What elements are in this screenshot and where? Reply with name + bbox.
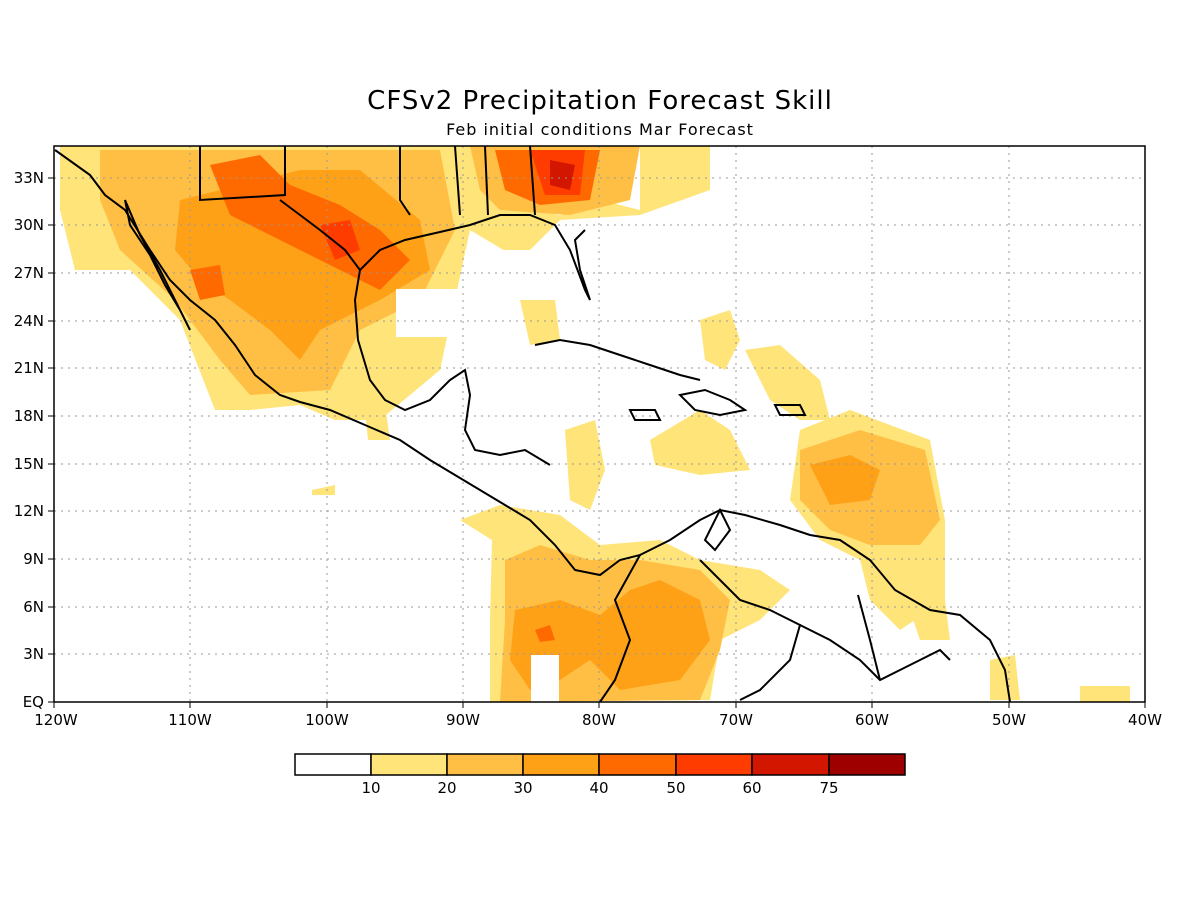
lon-tick-labels: 120W 110W 100W 90W 80W 70W 60W 50W 40W [34,711,1162,729]
lat-tick-label: 33N [14,169,44,187]
lat-tick-label: 18N [14,407,44,425]
lat-tick-label: 9N [23,550,44,568]
colorbar-box-4 [598,753,677,776]
colorbar-label: 40 [589,779,608,797]
map-title: CFSv2 Precipitation Forecast Skill [367,86,833,116]
shade-carib-10d [745,345,830,420]
colorbar-label: 60 [742,779,761,797]
lon-tick-label: 100W [305,711,349,729]
shade-carib-10a [700,310,740,370]
colorbar-box-3 [522,753,600,776]
lat-tick-label: 15N [14,455,44,473]
coastlines [54,146,1011,702]
lat-tick-label: 30N [14,216,44,234]
shade-atl-10d [910,600,950,640]
blank-gulf [396,289,517,337]
lon-tick-label: 80W [582,711,616,729]
lon-tick-label: 120W [34,711,78,729]
shade-mexico-50 [320,220,360,260]
colorbar [294,753,906,776]
colorbar-label: 50 [666,779,685,797]
lat-tick-label: 3N [23,645,44,663]
lat-tick-label: 27N [14,264,44,282]
shade-gulf-10 [365,405,390,440]
colorbar-label: 75 [819,779,838,797]
blank-sa [531,655,559,702]
shade-carib-10e [520,300,560,345]
colorbar-box-7 [828,753,906,776]
skill-shading [60,146,1130,702]
lat-tick-marks [48,177,54,703]
colorbar-box-6 [751,753,830,776]
colorbar-box-1 [370,753,448,776]
colorbar-labels: 10 20 30 40 50 60 75 [361,779,838,797]
lon-tick-marks [53,702,1146,708]
lat-tick-labels: EQ 3N 6N 9N 12N 15N 18N 21N 24N 27N 30N … [14,169,44,711]
lat-tick-label: 12N [14,502,44,520]
shade-atl-10c [1080,686,1130,702]
lon-tick-label: 90W [446,711,480,729]
shade-carib-10b [650,410,750,475]
shade-carib-10c [565,420,605,510]
grid-lines [54,146,1145,702]
lon-tick-label: 110W [168,711,212,729]
lon-tick-label: 60W [855,711,889,729]
lat-tick-label: EQ [23,693,44,711]
lat-tick-label: 24N [14,312,44,330]
lat-tick-label: 21N [14,359,44,377]
colorbar-label: 10 [361,779,380,797]
colorbar-label: 20 [437,779,456,797]
map-subtitle: Feb initial conditions Mar Forecast [446,120,754,139]
colorbar-box-0 [294,753,372,776]
shade-se-60 [550,160,575,190]
lon-tick-label: 70W [719,711,753,729]
shade-atl-10b [990,655,1020,700]
colorbar-box-2 [446,753,524,776]
blank-gulf-east [465,250,565,280]
shade-pac-10 [312,485,335,495]
lat-tick-label: 6N [23,598,44,616]
shade-sa-40 [535,625,555,642]
lon-tick-label: 50W [992,711,1026,729]
shade-atl-30 [810,455,880,505]
colorbar-label: 30 [513,779,532,797]
lon-tick-label: 40W [1128,711,1162,729]
colorbar-box-5 [675,753,753,776]
shade-west-40 [190,265,225,300]
